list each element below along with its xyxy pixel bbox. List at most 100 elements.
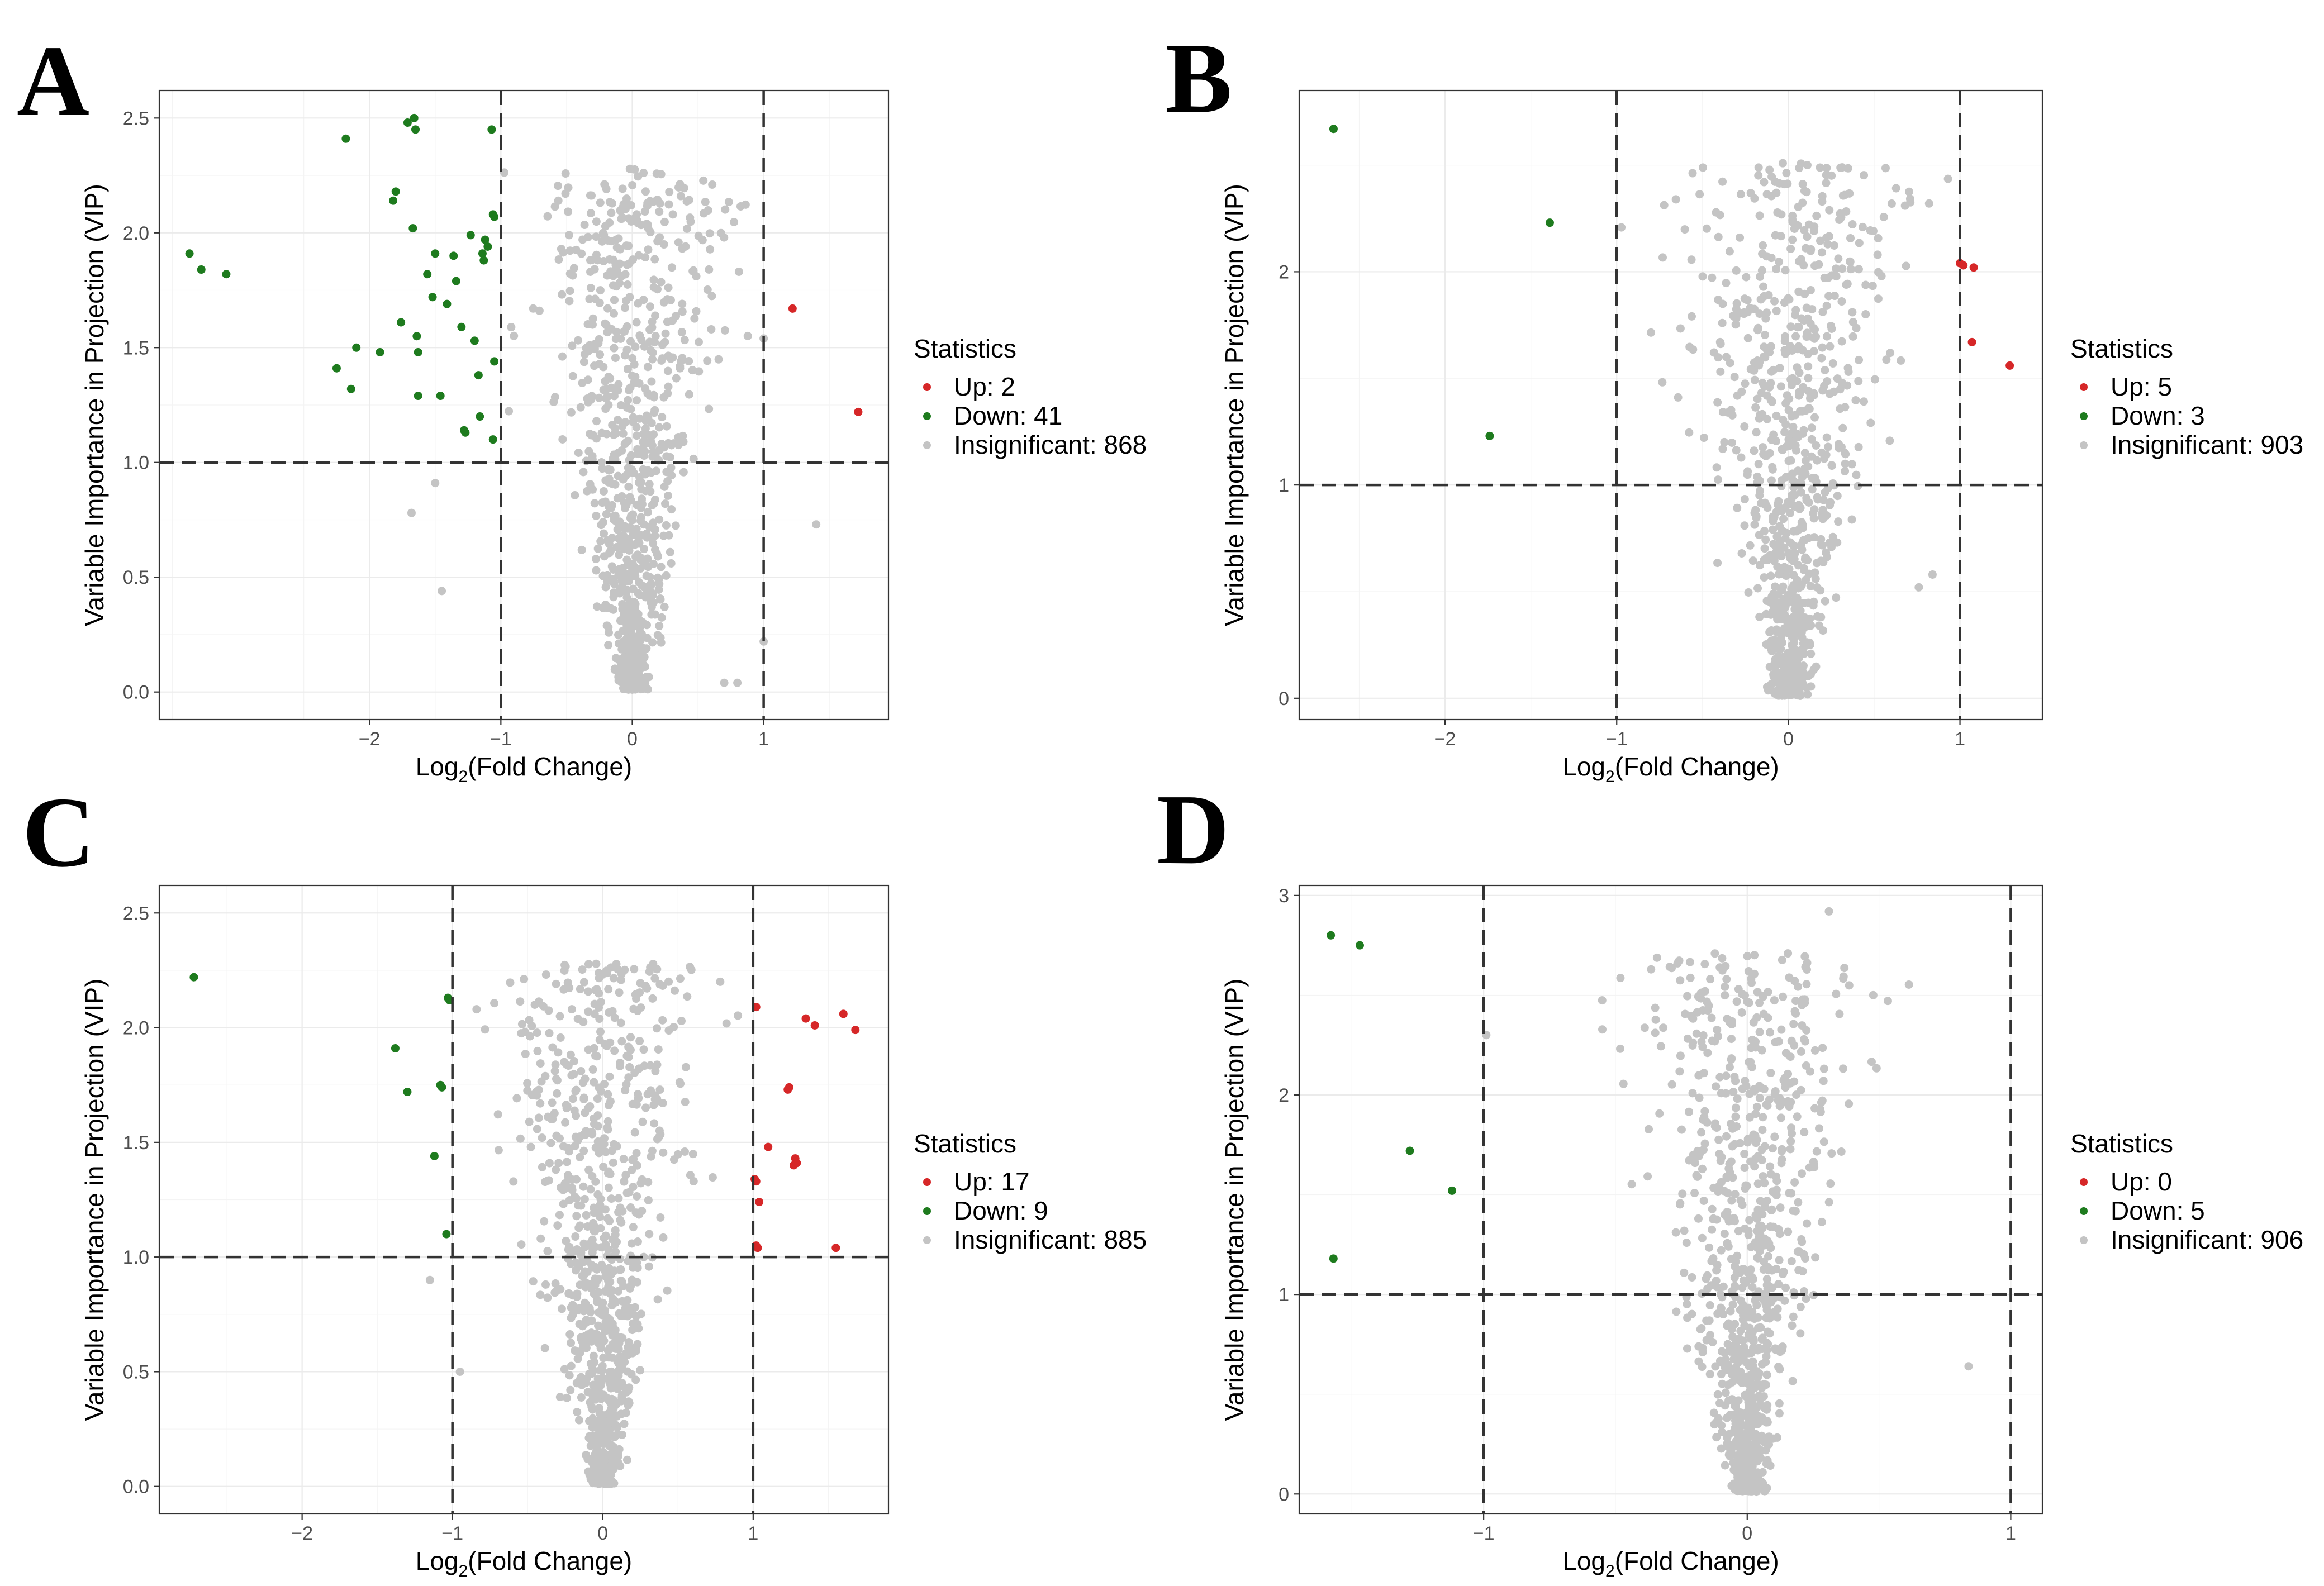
point-insignificant <box>1760 1487 1769 1496</box>
legend-key-down <box>2080 412 2088 420</box>
point-insignificant <box>614 234 623 243</box>
point-up <box>788 304 797 313</box>
point-insignificant <box>548 1115 557 1123</box>
point-insignificant <box>590 1044 598 1052</box>
point-insignificant <box>1783 598 1792 607</box>
point-insignificant <box>538 1163 546 1171</box>
point-insignificant <box>596 286 605 295</box>
point-insignificant <box>634 537 643 546</box>
point-insignificant <box>1836 385 1845 394</box>
point-insignificant <box>1822 332 1831 341</box>
legend-key-insignificant <box>923 441 931 449</box>
point-insignificant <box>1791 446 1800 455</box>
point-insignificant <box>1722 353 1731 361</box>
point-insignificant <box>657 563 666 571</box>
point-insignificant <box>587 1337 596 1346</box>
point-insignificant <box>1802 683 1811 692</box>
point-insignificant <box>1796 1329 1805 1338</box>
point-insignificant <box>548 1098 557 1107</box>
point-insignificant <box>569 264 578 273</box>
point-insignificant <box>1700 1139 1709 1148</box>
point-insignificant <box>610 1013 619 1022</box>
point-insignificant <box>639 654 648 663</box>
point-insignificant <box>1737 1296 1746 1305</box>
point-insignificant <box>1824 1198 1833 1207</box>
point-insignificant <box>642 411 651 420</box>
point-insignificant <box>618 422 627 431</box>
point-insignificant <box>1782 169 1791 178</box>
point-insignificant <box>425 1275 434 1284</box>
legend-label-up: Up: 0 <box>2111 1167 2172 1196</box>
point-insignificant <box>707 325 716 334</box>
point-insignificant <box>1756 1394 1765 1403</box>
point-insignificant <box>1759 1172 1767 1181</box>
point-insignificant <box>1807 649 1816 658</box>
point-insignificant <box>579 468 588 477</box>
point-insignificant <box>592 511 601 520</box>
point-insignificant <box>567 408 576 417</box>
point-insignificant <box>595 393 603 402</box>
y-tick-label: 2.0 <box>123 1018 149 1039</box>
point-insignificant <box>1728 1142 1737 1151</box>
point-insignificant <box>543 212 552 221</box>
point-insignificant <box>643 439 652 447</box>
point-insignificant <box>595 989 603 998</box>
point-insignificant <box>1675 1200 1684 1209</box>
point-insignificant <box>536 1290 545 1299</box>
point-insignificant <box>1686 973 1695 982</box>
point-insignificant <box>1772 1185 1781 1194</box>
point-insignificant <box>1778 955 1786 964</box>
point-insignificant <box>581 1267 590 1276</box>
point-insignificant <box>1753 394 1762 403</box>
point-insignificant <box>517 1029 526 1038</box>
point-insignificant <box>654 1045 663 1054</box>
point-insignificant <box>654 1133 663 1142</box>
point-insignificant <box>648 317 657 326</box>
point-insignificant <box>577 545 586 554</box>
point-insignificant <box>1812 332 1821 341</box>
point-insignificant <box>644 1178 653 1187</box>
point-insignificant <box>600 1079 609 1088</box>
point-insignificant <box>1716 1303 1725 1312</box>
point-insignificant <box>634 172 643 181</box>
point-insignificant <box>1716 1156 1725 1165</box>
point-insignificant <box>1788 1377 1797 1385</box>
point-insignificant <box>1702 1316 1711 1325</box>
point-insignificant <box>1712 1418 1721 1427</box>
point-insignificant <box>1812 559 1821 568</box>
point-insignificant <box>567 1071 576 1080</box>
point-insignificant <box>705 229 714 238</box>
point-insignificant <box>605 549 614 558</box>
point-insignificant <box>630 637 639 646</box>
point-up <box>1959 261 1968 270</box>
point-insignificant <box>598 1136 607 1145</box>
point-insignificant <box>617 1409 626 1418</box>
point-insignificant <box>607 383 616 392</box>
point-insignificant <box>629 584 638 593</box>
legend-key-insignificant <box>923 1236 931 1244</box>
point-insignificant <box>572 245 581 254</box>
point-insignificant <box>643 1090 652 1099</box>
point-insignificant <box>578 965 587 974</box>
y-axis-title: Variable Importance in Projection (VIP) <box>80 184 109 626</box>
point-insignificant <box>1754 171 1763 180</box>
point-insignificant <box>1808 485 1817 494</box>
point-insignificant <box>685 390 693 399</box>
point-insignificant <box>1801 1037 1810 1046</box>
point-insignificant <box>1759 241 1767 250</box>
point-insignificant <box>609 575 617 584</box>
point-insignificant <box>678 299 687 308</box>
point-insignificant <box>655 622 664 631</box>
point-insignificant <box>1717 1427 1726 1436</box>
point-insignificant <box>1761 1299 1770 1308</box>
point-insignificant <box>1753 1313 1762 1322</box>
point-insignificant <box>1822 233 1831 242</box>
point-insignificant <box>1800 564 1809 573</box>
point-insignificant <box>695 337 704 346</box>
point-insignificant <box>720 326 729 335</box>
point-insignificant <box>1860 171 1869 180</box>
point-insignificant <box>607 1367 616 1376</box>
point-insignificant <box>1883 997 1892 1006</box>
point-down <box>444 993 453 1002</box>
point-insignificant <box>609 309 618 318</box>
